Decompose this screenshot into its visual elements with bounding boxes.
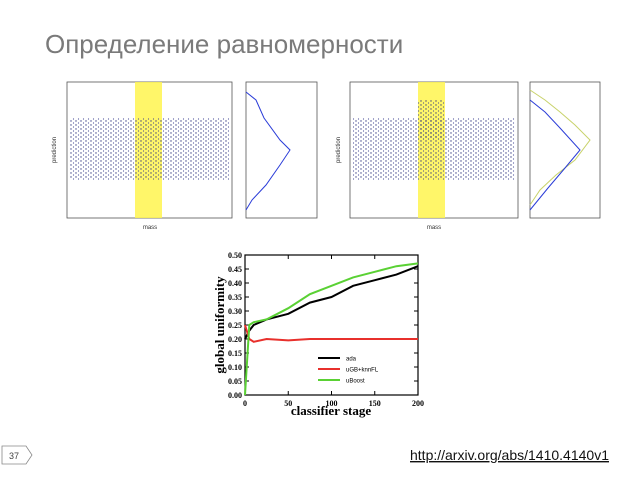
y-tick-label: 0.20 [228, 335, 242, 344]
x-tick-label: 100 [326, 399, 338, 408]
x-tick-label: 150 [369, 399, 381, 408]
histogram-panel [245, 81, 318, 219]
y-tick-label: 0.45 [228, 265, 242, 274]
histogram-outline [529, 89, 591, 206]
y-tick-label: 0.00 [228, 391, 242, 400]
y-axis-label: prediction [52, 137, 58, 163]
slide-number: 37 [9, 451, 19, 461]
y-axis-title: global uniformity [212, 276, 227, 374]
legend: ada uGB+knnFL uBoost [318, 357, 379, 385]
scatter-panel: mass prediction [52, 81, 233, 231]
slide-title: Определение равномерности [45, 29, 403, 59]
y-tick-label: 0.25 [228, 321, 242, 330]
y-tick-label: 0.15 [228, 349, 242, 358]
x-axis-label: mass [427, 225, 441, 231]
legend-label: ada [346, 357, 357, 363]
y-axis-label: prediction [336, 137, 342, 163]
series-line [244, 324, 418, 343]
slide-number-tab [1, 445, 33, 465]
legend-label: uGB+knnFL [346, 368, 379, 374]
y-tick-label: 0.10 [228, 363, 242, 372]
histogram-outline [529, 99, 581, 211]
x-tick-label: 200 [412, 399, 424, 408]
y-tick-label: 0.40 [228, 279, 242, 288]
plot-area [244, 254, 419, 396]
x-tick-label: 50 [284, 399, 292, 408]
x-axis-title: classifier stage [291, 403, 371, 418]
series-line [244, 265, 419, 340]
series-line [244, 262, 419, 396]
histogram-outline [245, 91, 291, 211]
legend-label: uBoost [346, 379, 365, 385]
y-tick-label: 0.50 [228, 251, 242, 260]
y-tick-label: 0.05 [228, 377, 242, 386]
y-tick-label: 0.35 [228, 293, 242, 302]
y-tick-label: 0.30 [228, 307, 242, 316]
scatter-panel: mass prediction [336, 81, 519, 231]
x-tick-label: 0 [243, 399, 247, 408]
x-axis-label: mass [143, 225, 157, 231]
source-link[interactable]: http://arxiv.org/abs/1410.4140v1 [410, 447, 609, 463]
